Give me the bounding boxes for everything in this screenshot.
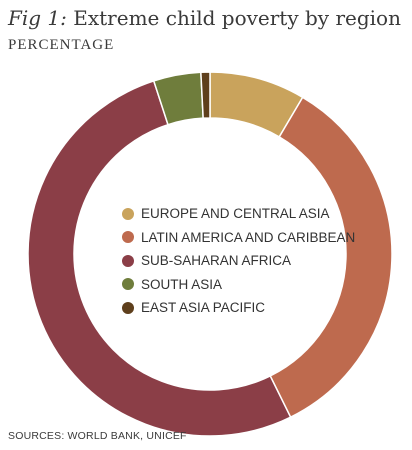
donut-slice-sub-saharan-africa (27, 79, 292, 437)
legend-label: EAST ASIA PACIFIC (141, 300, 266, 316)
source-note: SOURCES: WORLD BANK, UNICEF (8, 430, 187, 442)
legend: EUROPE AND CENTRAL ASIA LATIN AMERICA AND… (122, 202, 355, 320)
legend-item: EUROPE AND CENTRAL ASIA (122, 202, 355, 226)
legend-item: LATIN AMERICA AND CARIBBEAN (122, 226, 355, 250)
legend-label: EUROPE AND CENTRAL ASIA (141, 206, 330, 222)
legend-label: LATIN AMERICA AND CARIBBEAN (141, 229, 356, 245)
title-text: Extreme child poverty by region (73, 6, 401, 30)
legend-item: SUB-SAHARAN AFRICA (122, 249, 355, 273)
figure-label: Fig 1: (8, 6, 67, 30)
legend-swatch-icon (122, 231, 134, 244)
donut-slice-east-asia-pacific (200, 71, 211, 119)
chart-title: Fig 1: Extreme child poverty by region (8, 6, 401, 30)
legend-item: EAST ASIA PACIFIC (122, 296, 355, 320)
legend-swatch-icon (122, 301, 134, 314)
chart-subtitle: PERCENTAGE (8, 37, 115, 53)
legend-swatch-icon (122, 254, 134, 267)
legend-swatch-icon (122, 207, 134, 220)
legend-swatch-icon (122, 278, 134, 291)
legend-item: SOUTH ASIA (122, 273, 355, 297)
legend-label: SUB-SAHARAN AFRICA (141, 253, 292, 269)
legend-label: SOUTH ASIA (141, 276, 223, 292)
